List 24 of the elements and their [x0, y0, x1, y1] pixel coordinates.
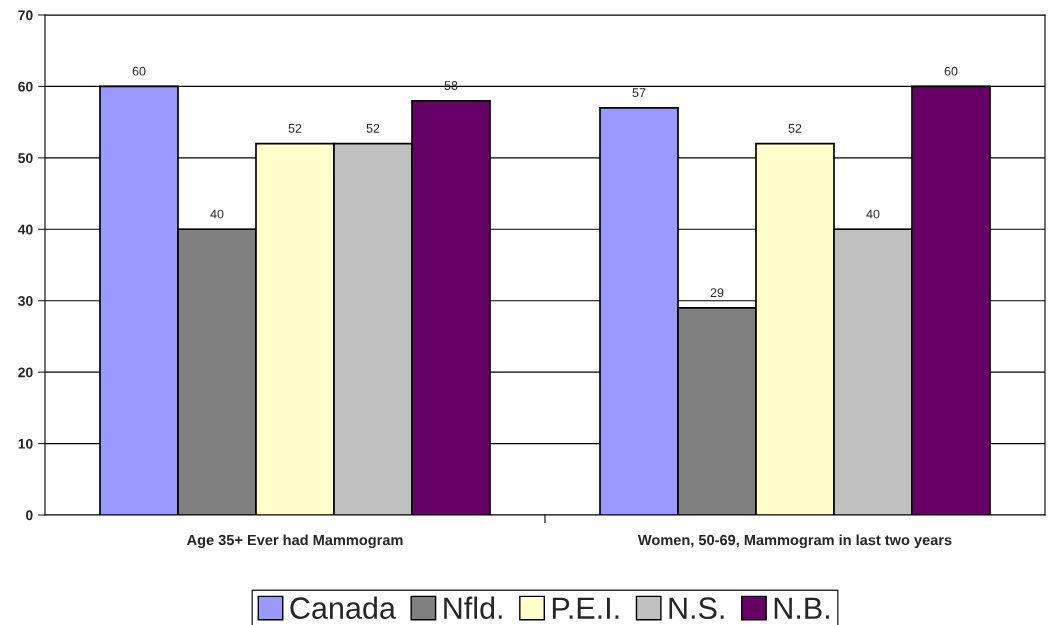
- legend-label: N.S.: [669, 597, 724, 619]
- data-label: 40: [866, 209, 880, 219]
- legend-label: P.E.I.: [552, 597, 619, 619]
- y-tick-label: 20: [18, 367, 33, 378]
- data-label: 52: [288, 123, 302, 133]
- data-label: 60: [944, 66, 958, 76]
- y-tick-label: 40: [17, 224, 33, 235]
- data-label: 52: [788, 123, 802, 133]
- data-label: 52: [366, 123, 380, 133]
- y-tick-label: 50: [18, 153, 33, 164]
- y-tick-label: 60: [18, 81, 33, 92]
- data-label: 29: [710, 288, 724, 298]
- legend-label: Nfld.: [444, 596, 502, 619]
- data-label: 60: [132, 66, 146, 76]
- y-tick-label: 30: [18, 296, 33, 306]
- data-label: 57: [632, 88, 646, 98]
- x-tick-label: Women, 50-69, Mammogram in last two years: [637, 534, 952, 549]
- legend-label: Canada: [290, 596, 396, 619]
- data-label: 40: [210, 209, 224, 219]
- y-tick-label: 0: [26, 510, 33, 521]
- x-tick-label: Age 35+ Ever had Mammogram: [186, 534, 403, 549]
- legend-label: N.B.: [774, 597, 829, 619]
- y-tick-label: 10: [18, 438, 33, 449]
- y-tick-label: 70: [18, 10, 33, 21]
